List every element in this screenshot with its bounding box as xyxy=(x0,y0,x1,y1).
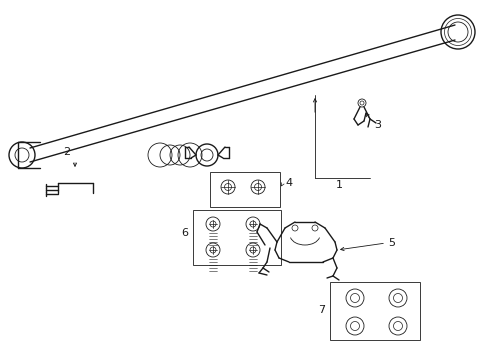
Bar xyxy=(330,282,420,340)
Bar xyxy=(193,210,281,265)
Text: 3: 3 xyxy=(374,120,381,130)
Text: 7: 7 xyxy=(318,305,325,315)
Text: 1: 1 xyxy=(336,180,343,190)
Text: 5: 5 xyxy=(388,238,395,248)
Text: 2: 2 xyxy=(63,147,70,157)
Text: 4: 4 xyxy=(285,178,292,188)
Bar xyxy=(210,172,280,207)
Text: 6: 6 xyxy=(181,228,188,238)
